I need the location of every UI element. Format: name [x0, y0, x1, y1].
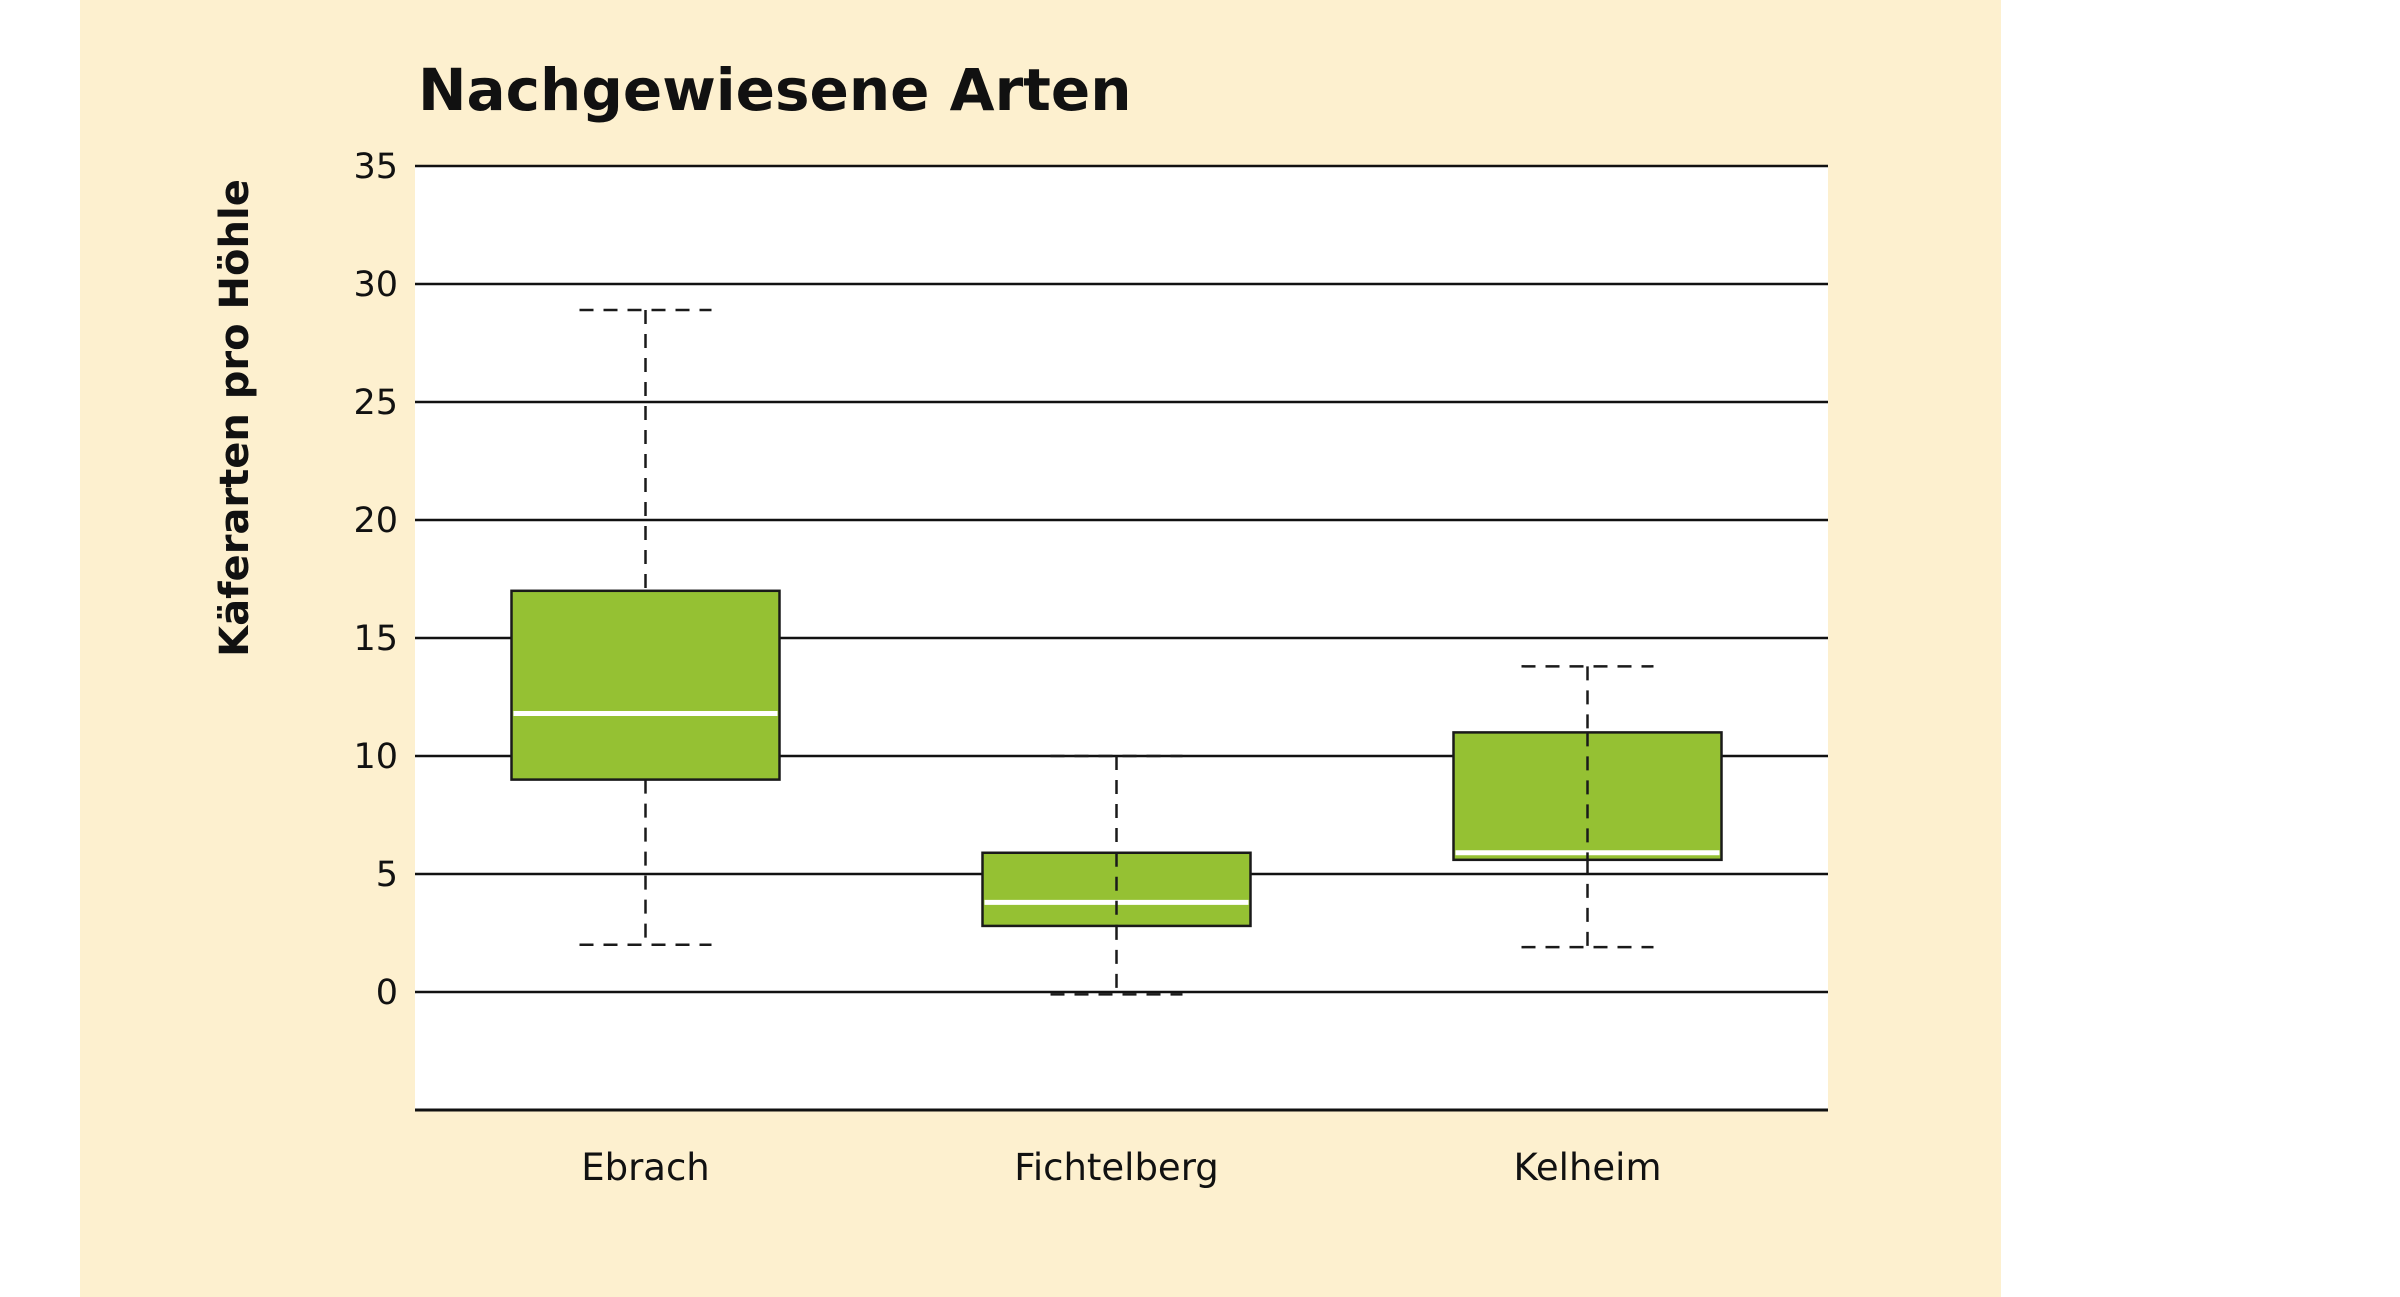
y-tick-label-30: 30	[353, 265, 398, 305]
y-axis-label: Käferarten pro Höhle	[212, 179, 258, 657]
category-label-kelheim: Kelheim	[1514, 1146, 1662, 1189]
y-tick-labels: 0 5 10 15 20 25 30 35	[353, 147, 398, 1013]
y-tick-label-0: 0	[376, 973, 398, 1013]
box-ebrach	[510, 308, 781, 947]
y-tick-label-20: 20	[353, 501, 398, 541]
y-tick-label-25: 25	[353, 383, 398, 423]
chart-title: Nachgewiesene Arten	[418, 56, 1132, 124]
category-label-ebrach: Ebrach	[581, 1146, 710, 1189]
y-tick-label-15: 15	[353, 619, 398, 659]
category-label-fichtelberg: Fichtelberg	[1014, 1146, 1219, 1189]
iqr-box	[510, 589, 781, 781]
y-tick-label-5: 5	[376, 855, 398, 895]
y-tick-label-35: 35	[353, 147, 398, 187]
boxes	[510, 308, 1723, 996]
y-tick-label-10: 10	[353, 737, 398, 777]
category-labels: Ebrach Fichtelberg Kelheim	[581, 1146, 1661, 1189]
